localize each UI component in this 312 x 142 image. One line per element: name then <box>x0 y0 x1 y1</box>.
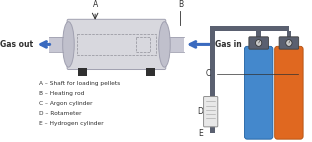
Text: Gas out: Gas out <box>0 40 33 49</box>
Bar <box>287 31 291 49</box>
Bar <box>136 37 150 52</box>
Text: Gas in: Gas in <box>215 40 242 49</box>
Text: E: E <box>198 129 203 138</box>
FancyBboxPatch shape <box>275 46 303 139</box>
Bar <box>77 34 156 55</box>
Text: E – Hydrogen cylinder: E – Hydrogen cylinder <box>39 121 104 126</box>
Text: A – Shaft for loading pellets: A – Shaft for loading pellets <box>39 81 120 86</box>
Bar <box>49 37 184 52</box>
Text: C – Argon cylinder: C – Argon cylinder <box>39 101 93 106</box>
Text: D: D <box>197 107 203 116</box>
Text: A: A <box>92 0 98 9</box>
Bar <box>146 68 155 76</box>
FancyBboxPatch shape <box>203 97 218 127</box>
FancyBboxPatch shape <box>244 46 273 139</box>
FancyBboxPatch shape <box>249 37 268 49</box>
Bar <box>210 26 289 31</box>
Text: D – Rotameter: D – Rotameter <box>39 111 82 116</box>
Text: B – Heating rod: B – Heating rod <box>39 91 85 96</box>
Text: B: B <box>178 0 183 9</box>
Bar <box>78 68 87 76</box>
Ellipse shape <box>286 40 292 46</box>
FancyBboxPatch shape <box>279 37 299 49</box>
FancyBboxPatch shape <box>67 19 166 70</box>
Bar <box>210 28 215 133</box>
Ellipse shape <box>63 22 74 67</box>
Ellipse shape <box>256 40 262 46</box>
Ellipse shape <box>159 22 170 67</box>
Text: C: C <box>205 69 211 78</box>
Bar <box>256 31 261 49</box>
